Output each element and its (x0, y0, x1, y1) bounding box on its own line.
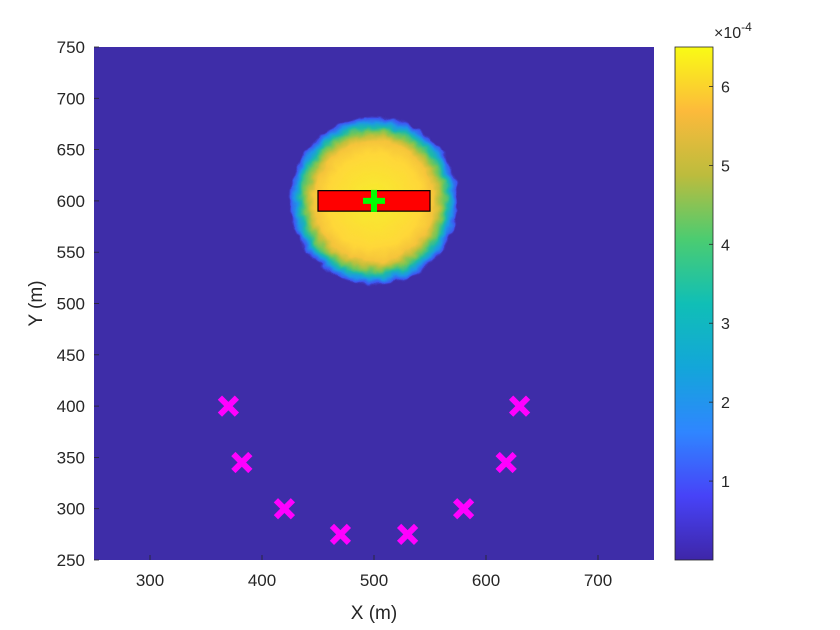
y-tick-label: 300 (57, 500, 85, 519)
y-tick-label: 700 (57, 89, 85, 108)
y-tick-label: 250 (57, 551, 85, 570)
x-tick-label: 500 (360, 571, 388, 590)
sensor-markers (217, 395, 531, 545)
colorbar-tick-label: 2 (721, 395, 730, 412)
y-tick-label: 500 (57, 295, 85, 314)
sensor-marker (452, 498, 475, 520)
x-tick-label: 300 (136, 571, 164, 590)
y-axis: 250 300 350 400 450 500 550 600 650 700 750 (57, 38, 99, 570)
plot-area (94, 47, 654, 560)
y-tick-label: 400 (57, 397, 85, 416)
colorbar-tick-label: 3 (721, 316, 730, 333)
colorbar-exponent: ×10-4 (714, 20, 752, 42)
colorbar-gradient (674, 46, 714, 561)
x-axis: 300 400 500 600 700 (136, 555, 612, 590)
colorbar-ticks: 1 2 3 4 5 6 (709, 79, 730, 491)
sensor-marker (231, 451, 253, 474)
sensor-marker (329, 523, 352, 545)
y-axis-label: Y (m) (26, 280, 47, 326)
sensor-marker (273, 498, 296, 520)
y-tick-label: 650 (57, 141, 85, 160)
sensor-marker (396, 523, 419, 545)
colorbar-tick-label: 1 (721, 474, 730, 491)
colorbar-tick-label: 5 (721, 158, 730, 175)
y-tick-label: 550 (57, 243, 85, 262)
source-plus-marker (363, 189, 385, 212)
colorbar-tick-label: 6 (721, 79, 730, 96)
sensor-marker (495, 451, 517, 474)
y-tick-label: 750 (57, 38, 85, 57)
x-tick-label: 600 (472, 571, 500, 590)
x-tick-label: 700 (584, 571, 612, 590)
x-tick-label: 400 (248, 571, 276, 590)
sensor-marker (217, 395, 240, 417)
colorbar-exponent-base: ×10 (714, 25, 741, 42)
colorbar-exponent-power: -4 (741, 20, 752, 34)
y-tick-label: 450 (57, 346, 85, 365)
colorbar: 1 2 3 4 5 6 ×10-4 (674, 20, 752, 561)
sensor-marker (508, 395, 531, 417)
x-axis-label: X (m) (351, 603, 397, 624)
y-tick-label: 600 (57, 192, 85, 211)
colorbar-tick-label: 4 (721, 237, 730, 254)
y-tick-label: 350 (57, 448, 85, 467)
